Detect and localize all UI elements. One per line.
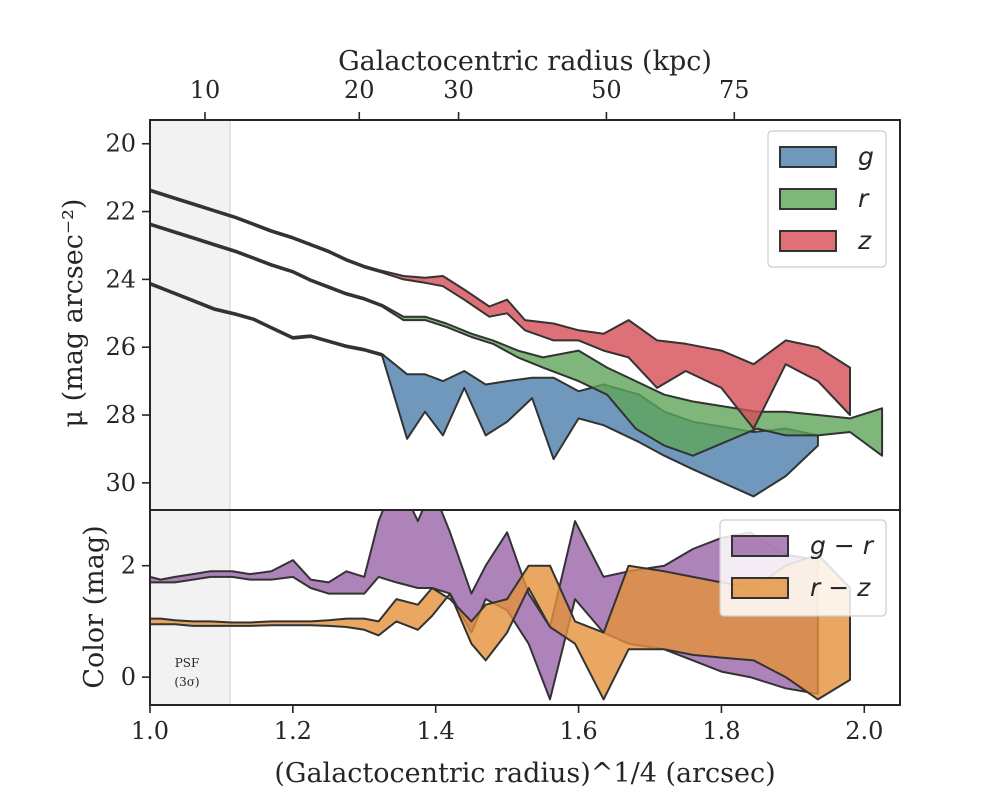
top-x-axis-label: Galactocentric radius (kpc) <box>338 46 712 77</box>
band-area-z <box>150 188 851 430</box>
x-tick-label: 1.6 <box>559 717 597 745</box>
legend-swatch-g-minus-r <box>731 535 789 557</box>
y-axis-label-surface-brightness: μ (mag arcsec⁻²) <box>58 199 89 428</box>
legend-label-r-minus-z: r − z <box>810 573 871 602</box>
y-tick-label: 28 <box>105 401 136 429</box>
ticks-layer: 20 22 24 26 28 30 10 20 30 50 75 0 2 1.0 1.2 1.4 1.6 1.8 2… <box>105 76 883 745</box>
x-tick-label: 1.0 <box>131 717 169 745</box>
legend-swatch-r-minus-z <box>731 577 789 599</box>
y-tick-label: 20 <box>105 130 136 158</box>
psf-annotation-line2: (3σ) <box>174 675 199 689</box>
y-tick-label: 22 <box>105 198 136 226</box>
legend-label-r: r <box>858 184 870 213</box>
band-area-g <box>150 281 819 498</box>
bottom-x-axis-label: (Galactocentric radius)^1/4 (arcsec) <box>274 758 775 789</box>
y-tick-label: 30 <box>105 469 136 497</box>
legends-layer: grz g − r r − z <box>719 130 887 617</box>
band-areas-layer <box>150 188 884 701</box>
color-y-tick-label: 2 <box>121 552 136 580</box>
top-x-tick-label: 75 <box>719 76 750 104</box>
legend-label-z: z <box>857 226 872 255</box>
legend-swatch-r <box>779 188 837 210</box>
legend-label-g: g <box>858 142 874 171</box>
bottom-panel-frame <box>149 509 901 706</box>
top-x-tick-label: 10 <box>190 76 221 104</box>
legend-swatch-g <box>779 146 837 168</box>
axes-layer <box>149 119 901 706</box>
color-y-tick-label: 0 <box>121 663 136 691</box>
x-tick-label: 1.8 <box>702 717 740 745</box>
legend-swatch-z <box>779 230 837 252</box>
y-tick-label: 24 <box>105 265 136 293</box>
x-tick-label: 1.2 <box>274 717 312 745</box>
x-tick-label: 2.0 <box>845 717 883 745</box>
band-area-r-minus-z <box>150 553 851 701</box>
y-tick-label: 26 <box>105 333 136 361</box>
x-tick-label: 1.4 <box>417 717 455 745</box>
band-area-r <box>150 222 884 457</box>
psf-shaded-region-layer <box>150 120 231 705</box>
y-axis-label-color: Color (mag) <box>79 525 110 688</box>
psf-shaded-region <box>150 120 230 705</box>
top-x-tick-label: 20 <box>344 76 375 104</box>
legend-label-g-minus-r: g − r <box>810 531 875 560</box>
psf-annotation-line1: PSF <box>175 656 200 670</box>
top-x-tick-label: 50 <box>591 76 622 104</box>
top-x-tick-label: 30 <box>443 76 474 104</box>
